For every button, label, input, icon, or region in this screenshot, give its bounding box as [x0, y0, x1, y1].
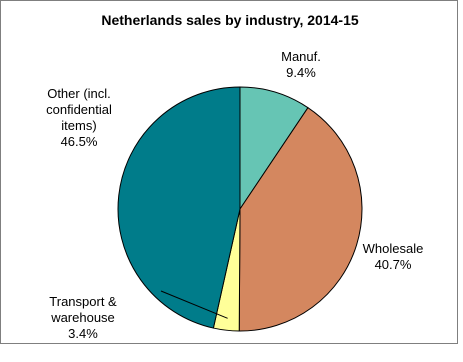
pie-chart: Netherlands sales by industry, 2014-15 M…: [46, 12, 423, 341]
label-other-line: 46.5%: [61, 134, 98, 149]
transport-leader-line: [160, 290, 228, 319]
label-transport-warehouse-line: warehouse: [50, 310, 115, 325]
label-manufacturing-line: 9.4%: [286, 65, 316, 80]
slice-wholesale: [238, 106, 363, 332]
label-other-line: confidential: [46, 102, 112, 117]
chart-title: Netherlands sales by industry, 2014-15: [101, 12, 359, 28]
chart-frame: Netherlands sales by industry, 2014-15 M…: [0, 0, 458, 344]
label-manufacturing-line: Manuf.: [281, 49, 321, 64]
label-other-line: Other (incl.: [47, 86, 111, 101]
slice-labels: Manuf. 9.4% Wholesale 40.7% Transport & wareh…: [46, 49, 423, 341]
label-wholesale-line: 40.7%: [375, 257, 412, 272]
label-transport-warehouse-line: 3.4%: [68, 326, 98, 341]
label-wholesale-line: Wholesale: [363, 241, 424, 256]
label-manufacturing: Manuf. 9.4%: [281, 49, 321, 80]
slice-other: [117, 86, 241, 329]
label-transport-warehouse: Transport & warehouse 3.4%: [49, 294, 117, 341]
label-other-line: items): [61, 118, 96, 133]
label-other: Other (incl. confidential items) 46.5%: [46, 86, 112, 149]
label-transport-warehouse-line: Transport &: [49, 294, 117, 309]
label-wholesale: Wholesale 40.7%: [363, 241, 424, 272]
pie-slices: [117, 86, 363, 332]
